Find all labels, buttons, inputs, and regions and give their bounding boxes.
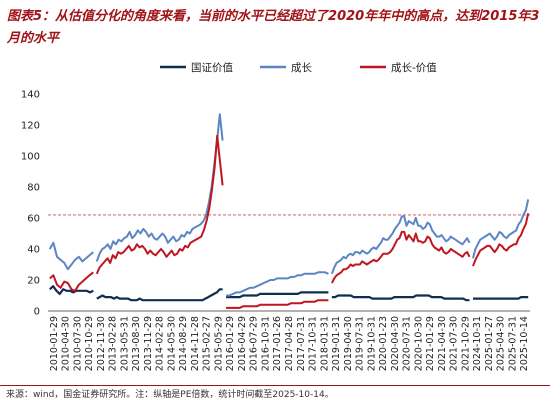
x-tick-label: 2017-10-31 bbox=[308, 316, 319, 371]
source-divider bbox=[0, 385, 550, 386]
x-tick-label: 2024-10-31 bbox=[472, 316, 483, 371]
legend-label-growth: 成长 bbox=[291, 62, 312, 74]
series-line-growth-segment bbox=[95, 113, 224, 262]
x-tick-label: 2017-01-26 bbox=[272, 316, 283, 371]
x-tick-label: 2020-04-30 bbox=[390, 316, 401, 371]
series-line-spread-segment bbox=[49, 271, 94, 292]
x-tick-label: 2013-02-28 bbox=[108, 316, 119, 371]
legend-label-guozheng: 国证价值 bbox=[191, 61, 233, 74]
legend-label-spread: 成长-价值 bbox=[391, 61, 437, 74]
x-tick-label: 2010-04-30 bbox=[61, 316, 72, 371]
series-line-growth-segment bbox=[48, 241, 94, 271]
x-tick-label: 2010-01-29 bbox=[49, 316, 60, 371]
x-tick-label: 2025-04-30 bbox=[496, 316, 507, 371]
series-line-growth-segment bbox=[472, 199, 530, 259]
x-tick-label: 2019-04-30 bbox=[343, 316, 354, 371]
source-note: 来源：wind，国金证券研究所。注：纵轴是PE倍数，统计时间截至2025-10-… bbox=[6, 390, 334, 400]
x-tick-label: 2021-10-29 bbox=[460, 316, 471, 371]
x-tick-label: 2015-05-29 bbox=[213, 316, 224, 371]
series-line-guozheng-segment bbox=[226, 291, 329, 299]
x-tick-label: 2017-07-31 bbox=[296, 316, 307, 371]
series-line-guozheng-segment bbox=[473, 296, 529, 300]
x-tick-label: 2010-10-29 bbox=[84, 316, 95, 371]
y-tick-label: 120 bbox=[21, 121, 40, 132]
figure-title: 图表5：从估值分化的角度来看，当前的水平已经超过了2020年年中的高点，达到20… bbox=[7, 9, 540, 46]
y-tick-label: 100 bbox=[21, 152, 40, 163]
series-line-guozheng-segment bbox=[49, 285, 94, 295]
x-tick-label: 2021-04-30 bbox=[437, 316, 448, 371]
x-tick-label: 2025-01-27 bbox=[484, 316, 495, 371]
y-tick-label: 40 bbox=[27, 245, 40, 256]
series-line-guozheng-segment bbox=[96, 288, 223, 302]
x-tick-label: 2019-07-31 bbox=[355, 316, 366, 371]
x-tick-label: 2014-05-30 bbox=[166, 316, 177, 371]
series-line-growth-segment bbox=[330, 215, 471, 275]
x-tick-label: 2025-10-14 bbox=[519, 316, 530, 371]
series-line-spread-segment bbox=[331, 230, 471, 284]
x-tick-label: 2010-07-30 bbox=[72, 316, 83, 371]
series-line-spread-segment bbox=[95, 134, 224, 275]
x-tick-label: 2015-02-27 bbox=[202, 316, 213, 371]
y-axis: 0 20 40 60 80 100 120 140 bbox=[21, 90, 40, 318]
series-line-spread-segment bbox=[472, 213, 530, 267]
x-tick-label: 2020-10-30 bbox=[413, 316, 424, 371]
y-tick-label: 20 bbox=[27, 276, 40, 287]
series-lines bbox=[48, 113, 530, 309]
y-tick-label: 80 bbox=[27, 183, 40, 194]
x-tick-label: 2013-05-31 bbox=[119, 316, 130, 371]
x-tick-label: 2013-11-29 bbox=[143, 316, 154, 371]
x-tick-label: 2021-07-30 bbox=[449, 316, 460, 371]
x-tick-label: 2025-07-31 bbox=[507, 316, 518, 371]
y-tick-label: 0 bbox=[34, 307, 40, 318]
x-tick-label: 2012-11-30 bbox=[96, 316, 107, 371]
x-tick-label: 2020-07-31 bbox=[402, 316, 413, 371]
x-tick-label: 2014-08-29 bbox=[178, 316, 189, 371]
x-tick-label: 2020-01-23 bbox=[378, 316, 389, 371]
y-tick-label: 140 bbox=[21, 90, 40, 101]
x-tick-label: 2014-11-28 bbox=[190, 316, 201, 371]
legend: 国证价值 成长 成长-价值 bbox=[160, 61, 437, 74]
x-tick-label: 2014-02-28 bbox=[155, 316, 166, 371]
series-line-growth-segment bbox=[226, 271, 329, 297]
line-chart: 国证价值 成长 成长-价值 0 20 40 60 80 100 120 140 2010-01-2… bbox=[21, 61, 530, 371]
x-tick-label: 2016-01-29 bbox=[225, 316, 236, 371]
x-tick-label: 2013-08-30 bbox=[131, 316, 142, 371]
x-tick-label: 2017-04-28 bbox=[284, 316, 295, 371]
x-tick-label: 2018-01-31 bbox=[319, 316, 330, 371]
x-tick-label: 2016-04-29 bbox=[237, 316, 248, 371]
x-tick-label: 2016-07-29 bbox=[249, 316, 260, 371]
y-tick-label: 60 bbox=[27, 214, 40, 225]
series-line-spread-segment bbox=[226, 299, 329, 309]
x-tick-label: 2019-10-31 bbox=[366, 316, 377, 371]
series-line-guozheng-segment bbox=[331, 294, 470, 302]
x-tick-label: 2016-10-31 bbox=[260, 316, 271, 371]
x-tick-label: 2021-01-29 bbox=[425, 316, 436, 371]
x-axis: 2010-01-29 2010-04-30 2010-07-30 2010-10-29… bbox=[48, 310, 530, 371]
x-tick-label: 2019-01-31 bbox=[331, 316, 342, 371]
